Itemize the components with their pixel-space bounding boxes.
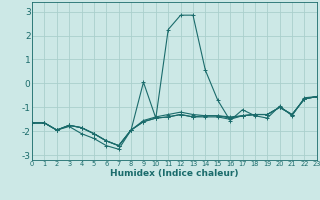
- X-axis label: Humidex (Indice chaleur): Humidex (Indice chaleur): [110, 169, 239, 178]
